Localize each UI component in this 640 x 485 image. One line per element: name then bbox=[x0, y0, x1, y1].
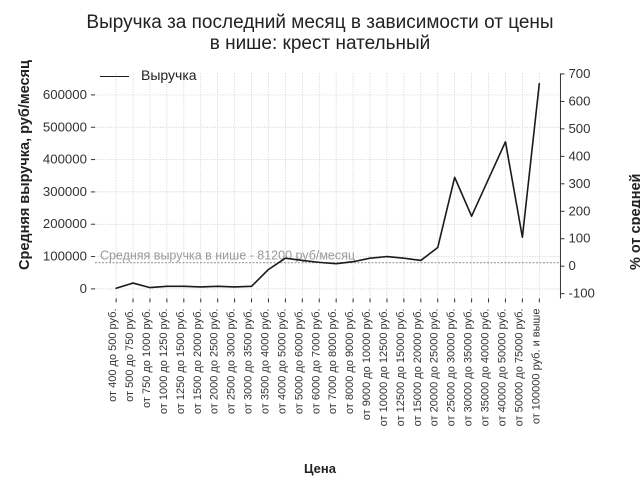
svg-text:от 15000 до 20000 руб.: от 15000 до 20000 руб. bbox=[412, 309, 424, 427]
svg-text:от 4000 до 5000 руб.: от 4000 до 5000 руб. bbox=[276, 309, 288, 415]
svg-text:700: 700 bbox=[568, 66, 590, 81]
svg-text:от 8000 до 9000 руб.: от 8000 до 9000 руб. bbox=[344, 309, 356, 415]
svg-text:от 30000 до 35000 руб.: от 30000 до 35000 руб. bbox=[463, 308, 475, 426]
svg-text:от 9000 до 10000 руб.: от 9000 до 10000 руб. bbox=[361, 309, 373, 421]
svg-text:от 40000 до 50000 руб.: от 40000 до 50000 руб. bbox=[496, 309, 508, 427]
svg-text:от 35000 до 40000 руб.: от 35000 до 40000 руб. bbox=[480, 309, 492, 427]
svg-text:от 12500 до 15000 руб.: от 12500 до 15000 руб. bbox=[395, 309, 407, 427]
svg-text:300: 300 bbox=[568, 176, 590, 191]
svg-text:200000: 200000 bbox=[43, 216, 87, 231]
svg-text:-100: -100 bbox=[568, 286, 594, 301]
svg-text:от 20000 до 25000 руб.: от 20000 до 25000 руб. bbox=[429, 309, 441, 427]
svg-text:от 5000 до 6000 руб.: от 5000 до 6000 руб. bbox=[293, 309, 305, 415]
svg-text:200: 200 bbox=[568, 203, 590, 218]
svg-text:Средняя выручка в нише - 81200: Средняя выручка в нише - 81200 руб/месяц bbox=[100, 249, 355, 263]
svg-text:от 100000 руб. и выше: от 100000 руб. и выше bbox=[530, 309, 542, 425]
svg-text:от 10000 до 12500 руб.: от 10000 до 12500 руб. bbox=[378, 309, 390, 427]
svg-text:от 3500 до 4000 руб.: от 3500 до 4000 руб. bbox=[259, 309, 271, 415]
svg-text:500000: 500000 bbox=[43, 119, 87, 134]
svg-text:0: 0 bbox=[568, 258, 575, 273]
svg-text:от 3000 до 3500 руб.: от 3000 до 3500 руб. bbox=[243, 309, 255, 415]
svg-text:600000: 600000 bbox=[43, 87, 87, 102]
svg-text:600: 600 bbox=[568, 93, 590, 108]
svg-text:от 2000 до 2500 руб.: от 2000 до 2500 руб. bbox=[209, 309, 221, 415]
svg-text:от 2500 до 3000 руб.: от 2500 до 3000 руб. bbox=[226, 309, 238, 415]
svg-text:от 6000 до 7000 руб.: от 6000 до 7000 руб. bbox=[310, 309, 322, 415]
svg-text:от 1500 до 2000 руб.: от 1500 до 2000 руб. bbox=[192, 309, 204, 415]
svg-text:100: 100 bbox=[568, 231, 590, 246]
svg-text:от 1000 до 1250 руб.: от 1000 до 1250 руб. bbox=[158, 309, 170, 415]
svg-text:400000: 400000 bbox=[43, 152, 87, 167]
svg-text:от 1250 до 1500 руб.: от 1250 до 1500 руб. bbox=[175, 309, 187, 415]
svg-text:0: 0 bbox=[80, 281, 87, 296]
svg-text:от 7000 до 8000 руб.: от 7000 до 8000 руб. bbox=[327, 309, 339, 415]
svg-text:400: 400 bbox=[568, 148, 590, 163]
svg-text:от 500 до 750 руб.: от 500 до 750 руб. bbox=[124, 309, 136, 402]
svg-text:от 25000 до 30000 руб.: от 25000 до 30000 руб. bbox=[446, 309, 458, 427]
svg-text:от 50000 до 75000 руб.: от 50000 до 75000 руб. bbox=[513, 309, 525, 427]
svg-text:100000: 100000 bbox=[43, 249, 87, 264]
svg-text:500: 500 bbox=[568, 121, 590, 136]
svg-text:от 400 до 500 руб.: от 400 до 500 руб. bbox=[107, 309, 119, 402]
svg-text:от 750 до 1000 руб.: от 750 до 1000 руб. bbox=[141, 309, 153, 408]
svg-text:300000: 300000 bbox=[43, 184, 87, 199]
